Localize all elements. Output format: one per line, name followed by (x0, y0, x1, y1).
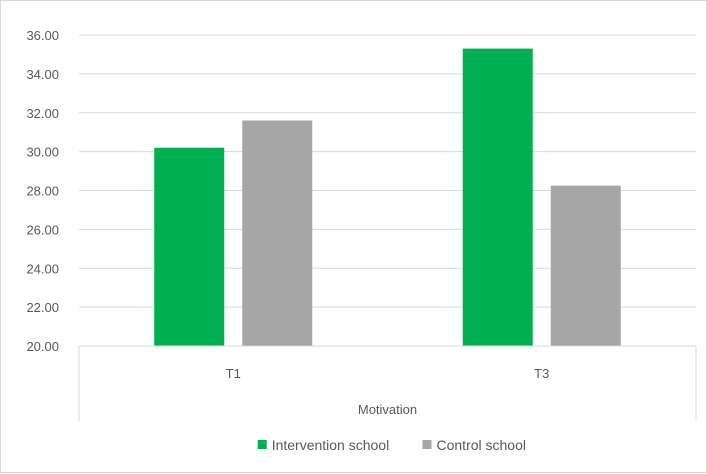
x-tick-label: T1 (226, 366, 241, 381)
x-tick-label: T3 (534, 366, 549, 381)
bar-intervention-school-t3 (462, 48, 533, 346)
y-tick-label: 36.00 (26, 28, 59, 43)
y-tick-label: 20.00 (26, 339, 59, 354)
y-axis-tick-labels: 20.00 22.00 24.00 26.00 28.00 30.00 32.00 34.00… (26, 28, 59, 354)
legend-swatch (257, 440, 267, 449)
legend-label: Control school (437, 437, 527, 453)
bar-control-school-t1 (242, 120, 313, 347)
y-tick-label: 26.00 (26, 222, 59, 237)
y-tick-label: 30.00 (26, 145, 59, 160)
y-tick-label: 28.00 (26, 184, 59, 199)
legend-label: Intervention school (272, 437, 390, 453)
y-tick-label: 34.00 (26, 67, 59, 82)
y-tick-label: 22.00 (26, 300, 59, 315)
x-axis (78, 345, 697, 421)
legend: Intervention school Control school (257, 437, 527, 453)
y-tick-label: 24.00 (26, 261, 59, 276)
bars (154, 48, 621, 347)
x-axis-labels: T1 T3 Motivation (226, 366, 550, 417)
bar-control-school-t3 (550, 185, 621, 346)
bar-intervention-school-t1 (154, 147, 225, 346)
group-label: Motivation (358, 402, 417, 417)
legend-swatch (422, 440, 432, 449)
y-tick-label: 32.00 (26, 106, 59, 121)
